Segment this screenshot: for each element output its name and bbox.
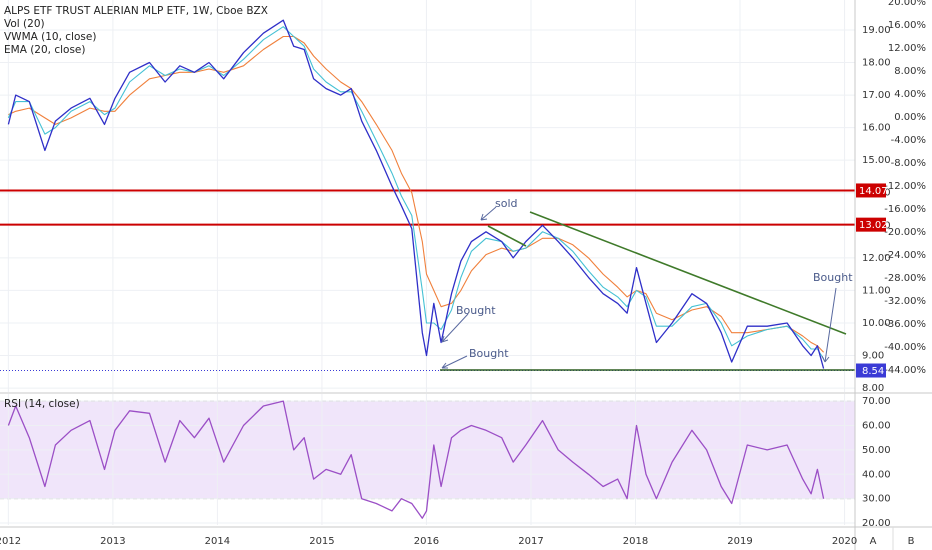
- y2-tick-label: -28.00%: [884, 273, 926, 284]
- y-tick-label: 50.00: [862, 445, 891, 456]
- y-tick-label: 11.00: [862, 285, 891, 296]
- y2-tick-label: -24.00%: [884, 250, 926, 261]
- trendline: [487, 225, 527, 247]
- price-label: 14.07: [859, 186, 888, 197]
- price-label-box: [856, 217, 886, 232]
- y2-tick-label: -44.00%: [884, 365, 926, 376]
- x-tick-label: 2013: [100, 536, 125, 547]
- annotation: Bought: [469, 347, 509, 360]
- x-tick-label: 2020: [832, 536, 857, 547]
- marks: [0, 19, 855, 519]
- y-tick-label: 12.00: [862, 253, 891, 264]
- arrow: [480, 206, 497, 221]
- x-tick-label: 2019: [727, 536, 752, 547]
- y2-tick-label: 20.00%: [888, 0, 926, 8]
- x-tick-label: 2014: [205, 536, 230, 547]
- y2-tick-label: 4.00%: [894, 89, 926, 100]
- control-button[interactable]: A: [870, 536, 877, 547]
- control-button[interactable]: B: [908, 536, 915, 547]
- x-tick-label: 2018: [623, 536, 648, 547]
- x-tick-label: 2016: [414, 536, 439, 547]
- legend-entry: VWMA (10, close): [4, 31, 96, 43]
- y-tick-label: 8.00: [862, 383, 884, 394]
- series-line: [7, 400, 825, 519]
- y2-tick-label: -32.00%: [884, 296, 926, 307]
- y-tick-label: 17.00: [862, 90, 891, 101]
- annotation: Bought: [813, 271, 853, 284]
- y2-tick-label: -16.00%: [884, 204, 926, 215]
- y-tick-label: 16.00: [862, 123, 891, 134]
- y-tick-label: 60.00: [862, 420, 891, 431]
- y2-tick-label: -40.00%: [884, 342, 926, 353]
- price-label-box: [856, 363, 886, 378]
- y-tick-label: 70.00: [862, 396, 891, 407]
- y2-tick-label: -8.00%: [891, 158, 926, 169]
- y-tick-label: 15.00: [862, 155, 891, 166]
- y-tick-label: 10.00: [862, 318, 891, 329]
- arrow: [441, 313, 469, 343]
- annotation: Bought: [456, 304, 496, 317]
- y2-tick-label: 8.00%: [894, 66, 926, 77]
- y2-tick-label: 0.00%: [894, 112, 926, 123]
- arrow: [821, 287, 837, 363]
- price-label: 13.02: [859, 220, 888, 231]
- trendline: [529, 211, 847, 335]
- price-label-box: [856, 183, 886, 198]
- chart-title: ALPS ETF TRUST ALERIAN MLP ETF, 1W, Cboe…: [4, 5, 268, 17]
- indicator-label: Vol (20): [4, 18, 45, 30]
- x-tick-label: 2012: [0, 536, 21, 547]
- legend-entry: EMA (20, close): [4, 44, 86, 56]
- series-line: [7, 19, 825, 369]
- arrow: [441, 355, 468, 369]
- y-tick-label: 40.00: [862, 469, 891, 480]
- y-tick-label: 19.00: [862, 25, 891, 36]
- y2-tick-label: -36.00%: [884, 319, 926, 330]
- y-tick-label: 18.00: [862, 58, 891, 69]
- annotation: sold: [495, 197, 518, 210]
- price-label: 8.54: [862, 366, 884, 377]
- y-tick-label: 9.00: [862, 351, 884, 362]
- y2-tick-label: 12.00%: [888, 43, 926, 54]
- pane-title: RSI (14, close): [4, 398, 80, 410]
- x-tick-label: 2015: [309, 536, 334, 547]
- y2-tick-label: -12.00%: [884, 181, 926, 192]
- y2-tick-label: -20.00%: [884, 227, 926, 238]
- y-tick-label: 20.00: [862, 518, 891, 529]
- y-tick-label: 30.00: [862, 494, 891, 505]
- y2-tick-label: 16.00%: [888, 20, 926, 31]
- y2-tick-label: -4.00%: [891, 135, 926, 146]
- x-tick-label: 2017: [518, 536, 543, 547]
